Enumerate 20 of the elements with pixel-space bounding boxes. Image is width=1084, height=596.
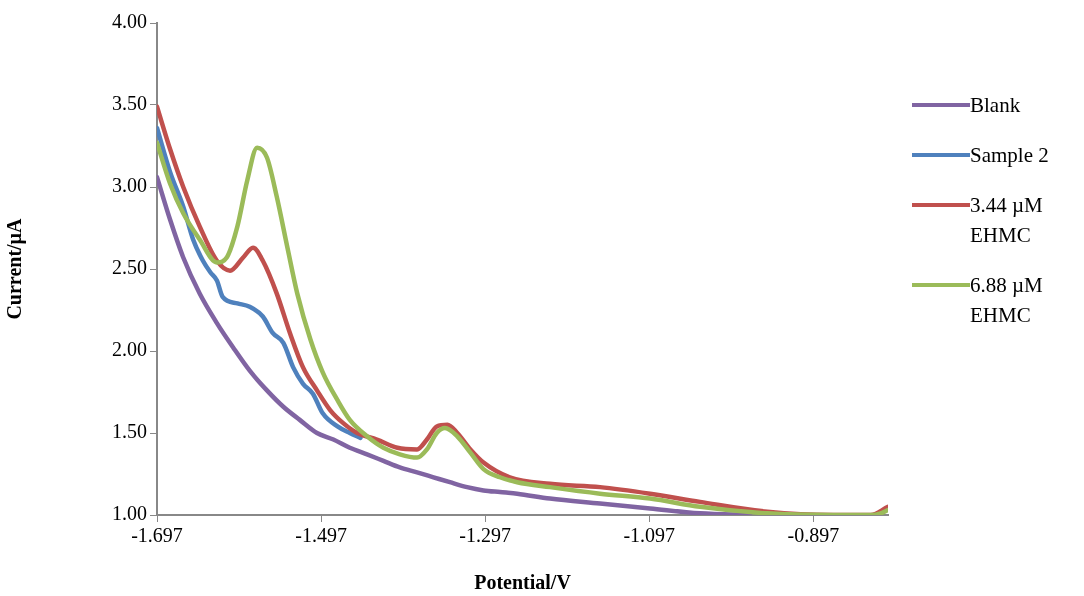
y-tick-label: 1.00: [112, 502, 147, 525]
x-tick-label: -1.097: [623, 524, 676, 547]
y-tick-label: 4.00: [112, 10, 147, 33]
line-series: [157, 174, 753, 515]
legend-label: Sample 2: [970, 142, 1049, 169]
y-tick-label: 1.50: [112, 420, 147, 443]
y-axis-title: Current/µA: [3, 217, 27, 320]
line-series: [157, 125, 363, 441]
x-tick-label: -1.697: [131, 524, 183, 547]
y-tick-label: 2.50: [112, 256, 147, 279]
x-tick-label: -0.897: [787, 524, 840, 547]
y-tick-label: 3.50: [112, 92, 147, 115]
legend-label: 6.88 µM EHMC: [970, 272, 1044, 329]
x-axis-title: Potential/V: [474, 571, 572, 594]
y-tick-label: 2.00: [112, 338, 147, 361]
y-tick-label: 3.00: [112, 174, 147, 197]
x-tick-label: -1.497: [295, 524, 347, 547]
legend-label: 3.44 µM EHMC: [970, 192, 1044, 249]
legend-label: Blank: [970, 92, 1021, 119]
x-tick-label: -1.297: [459, 524, 512, 547]
